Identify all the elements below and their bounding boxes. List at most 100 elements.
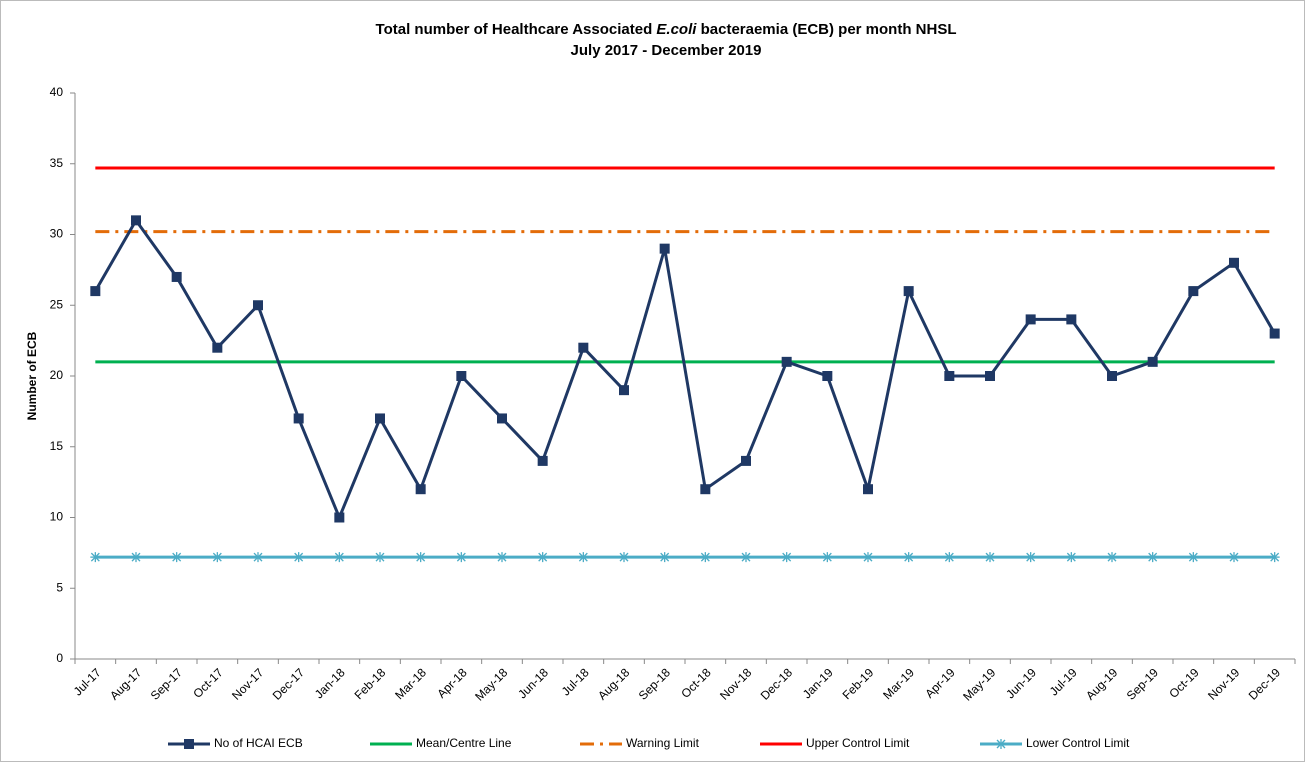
point — [781, 552, 792, 563]
point — [293, 413, 304, 424]
point — [659, 243, 670, 254]
point — [903, 286, 914, 297]
point-stroke — [253, 552, 263, 562]
point — [1107, 552, 1117, 563]
point — [131, 215, 141, 226]
legend-label: Mean/Centre Line — [416, 736, 512, 750]
point-stroke — [538, 552, 548, 562]
point-stroke — [212, 552, 222, 562]
point — [253, 300, 263, 311]
point — [537, 552, 548, 563]
point — [996, 739, 1006, 749]
y-tick-label: 30 — [50, 227, 64, 241]
legend-label: Warning Limit — [626, 736, 700, 750]
point-stroke — [131, 552, 141, 562]
point — [131, 552, 141, 563]
point — [578, 552, 589, 563]
point-stroke — [782, 552, 792, 562]
point-stroke — [456, 552, 466, 562]
point — [375, 413, 385, 424]
y-tick-label: 15 — [50, 439, 64, 453]
point — [171, 552, 182, 563]
point — [456, 371, 467, 381]
title-part: bacteraemia (ECB) per month NHSL — [696, 21, 956, 38]
point — [619, 385, 629, 396]
point — [903, 552, 914, 563]
point-stroke — [1188, 552, 1198, 562]
point-stroke — [944, 552, 954, 562]
y-tick-label: 25 — [50, 297, 64, 311]
y-tick-label: 40 — [50, 85, 64, 99]
point-stroke — [1026, 552, 1036, 562]
point — [700, 552, 711, 563]
point — [944, 371, 955, 381]
point — [1188, 552, 1199, 563]
point — [944, 552, 955, 563]
y-tick-label: 35 — [50, 156, 64, 170]
point — [293, 552, 304, 563]
point-stroke — [334, 552, 344, 562]
y-tick-label: 5 — [56, 580, 63, 594]
point — [537, 455, 548, 466]
point — [334, 512, 345, 523]
point-stroke — [416, 552, 426, 562]
point — [659, 552, 670, 563]
point-stroke — [1107, 552, 1117, 562]
series-line — [94, 218, 1276, 519]
point — [212, 342, 223, 353]
point-stroke — [822, 552, 832, 562]
point — [863, 484, 873, 495]
point — [1066, 552, 1077, 563]
point — [497, 552, 507, 563]
point-stroke — [985, 552, 995, 562]
point — [1147, 552, 1158, 563]
point — [1188, 286, 1199, 297]
point — [700, 484, 711, 495]
point — [334, 552, 345, 563]
point — [415, 552, 426, 563]
point — [985, 371, 995, 381]
point — [497, 413, 507, 424]
point — [1107, 371, 1117, 381]
chart-subtitle: July 2017 - December 2019 — [571, 42, 762, 59]
point-stroke — [375, 552, 385, 562]
legend-label: Lower Control Limit — [1026, 736, 1130, 750]
point-stroke — [700, 552, 710, 562]
point-stroke — [619, 552, 629, 562]
chart-title: Total number of Healthcare Associated E.… — [376, 21, 957, 38]
point-stroke — [578, 552, 588, 562]
point — [1269, 552, 1280, 563]
point — [1066, 314, 1077, 325]
point-stroke — [1148, 552, 1158, 562]
point-stroke — [1066, 552, 1076, 562]
title-part: E.coli — [656, 21, 697, 38]
point — [171, 271, 182, 282]
point-stroke — [863, 552, 873, 562]
legend-label: Upper Control Limit — [806, 736, 910, 750]
point — [822, 371, 833, 381]
point-stroke — [294, 552, 304, 562]
point — [822, 552, 833, 563]
point — [985, 552, 995, 563]
point — [375, 552, 385, 563]
point-stroke — [741, 552, 751, 562]
point-stroke — [1229, 552, 1239, 562]
y-axis-label: Number of ECB — [25, 331, 39, 420]
point — [415, 484, 426, 495]
point — [1025, 314, 1036, 325]
point-stroke — [90, 552, 100, 562]
point — [1269, 328, 1280, 339]
legend-label: No of HCAI ECB — [214, 736, 303, 750]
point-stroke — [996, 739, 1006, 749]
point-stroke — [1270, 552, 1280, 562]
point — [1229, 257, 1239, 268]
y-tick-label: 0 — [56, 651, 63, 665]
point-stroke — [172, 552, 182, 562]
point — [456, 552, 467, 563]
point-stroke — [497, 552, 507, 562]
point — [184, 739, 194, 749]
point-stroke — [660, 552, 670, 562]
point — [1147, 356, 1158, 367]
